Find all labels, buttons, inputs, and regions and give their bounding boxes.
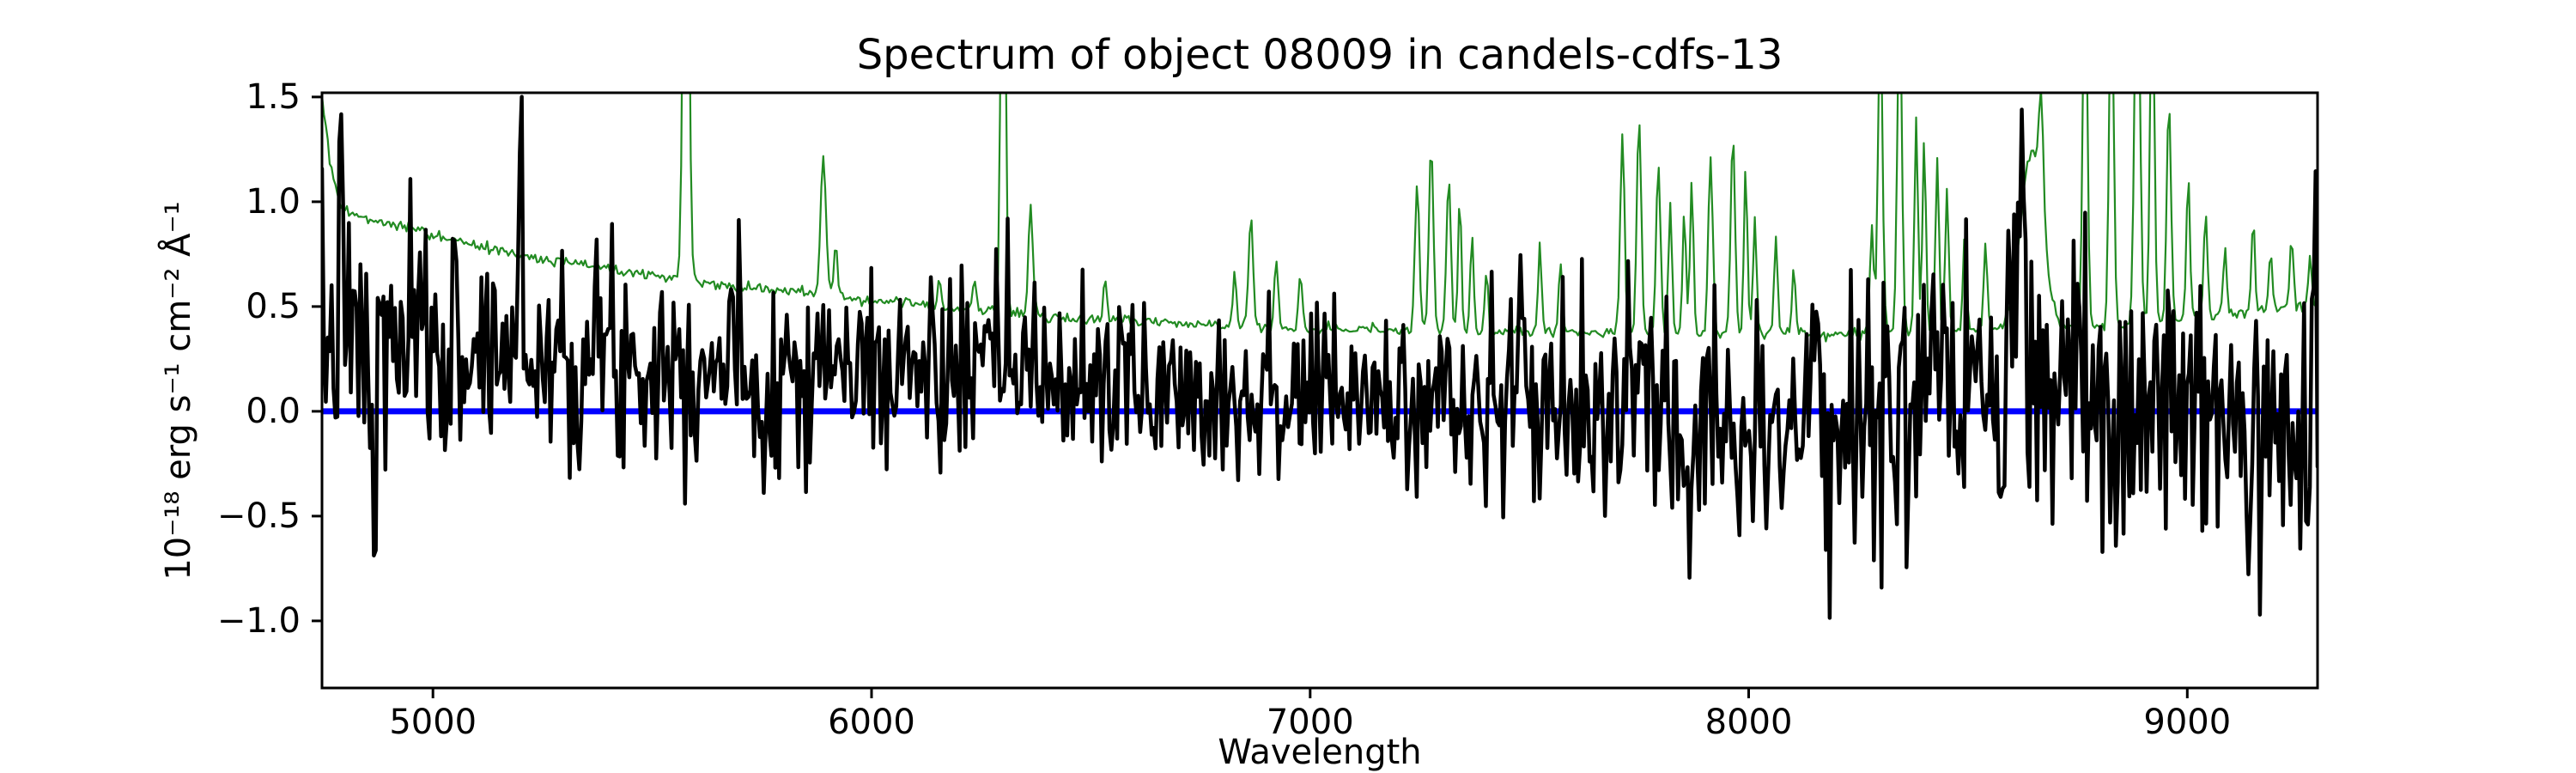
plot-frame (320, 91, 2319, 690)
noise-sky-spectrum-line (322, 93, 2318, 343)
y-tick-label: −0.5 (216, 496, 301, 536)
plot-title: Spectrum of object 08009 in candels-cdfs… (856, 31, 1783, 79)
x-tick-label: 6000 (828, 703, 915, 742)
x-tick-label: 5000 (389, 703, 477, 742)
y-tick-label: 1.0 (246, 181, 301, 222)
x-axis-label: Wavelength (1218, 733, 1422, 772)
object-flux-spectrum-line (322, 94, 2318, 620)
y-tick-label: −1.0 (216, 600, 301, 641)
y-tick-label: 0.0 (246, 391, 301, 431)
x-tick-label: 9000 (2143, 703, 2232, 742)
y-tick-label: 1.5 (246, 76, 301, 117)
x-tick-label: 7000 (1266, 703, 1354, 742)
y-tick-label: 0.5 (246, 286, 301, 326)
x-tick-label: 8000 (1704, 703, 1793, 742)
